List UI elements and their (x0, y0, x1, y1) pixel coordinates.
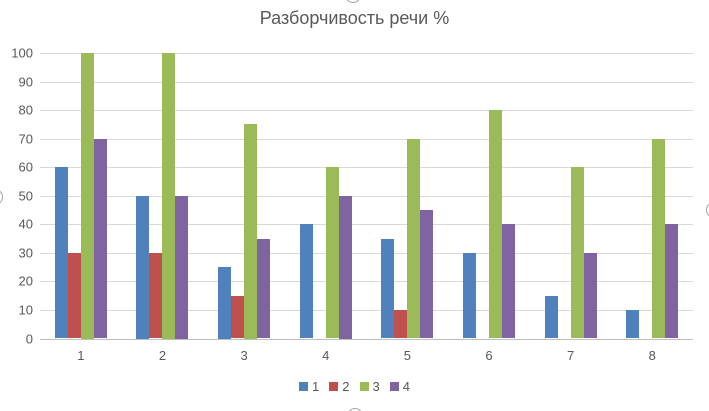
chart-legend: 1 2 3 4 (0, 379, 709, 394)
gridline (40, 224, 693, 226)
bar-series-4-category-8[interactable] (665, 224, 679, 339)
bar-series-1-category-8[interactable] (626, 309, 640, 339)
bar-series-4-category-2[interactable] (175, 195, 189, 339)
bar-series-3-category-3[interactable] (244, 124, 258, 339)
legend-item-4[interactable]: 4 (389, 379, 410, 394)
x-axis-tick-label: 5 (403, 348, 411, 363)
legend-label: 3 (372, 379, 380, 394)
chart-title[interactable]: Разборчивость речи % (259, 8, 450, 28)
legend-label: 1 (312, 379, 320, 394)
legend-item-2[interactable]: 2 (329, 379, 350, 394)
bar-series-1-category-3[interactable] (218, 267, 232, 339)
gridline (40, 167, 693, 169)
bar-series-1-category-6[interactable] (462, 252, 476, 339)
bar-series-4-category-3[interactable] (257, 238, 271, 339)
y-axis-tick-label: 70 (18, 131, 33, 147)
bar-series-3-category-7[interactable] (570, 167, 584, 339)
y-axis-tick-label: 20 (18, 273, 33, 289)
bar-series-3-category-8[interactable] (652, 138, 666, 339)
gridline (40, 281, 693, 283)
y-axis-tick-label: 10 (18, 302, 33, 318)
bar-series-2-category-5[interactable] (394, 309, 408, 339)
legend-swatch-icon (329, 382, 339, 391)
bar-series-3-category-1[interactable] (80, 53, 94, 339)
bar-series-4-category-4[interactable] (338, 195, 352, 339)
bar-series-1-category-1[interactable] (54, 167, 68, 339)
y-axis-tick-label: 90 (18, 74, 33, 90)
x-axis-tick-label: 8 (648, 348, 656, 363)
bar-series-2-category-2[interactable] (149, 252, 163, 339)
y-axis-tick-label: 100 (11, 45, 33, 61)
bar-series-3-category-2[interactable] (162, 53, 176, 339)
bar-series-4-category-5[interactable] (420, 210, 434, 339)
bar-series-1-category-2[interactable] (136, 195, 150, 339)
gridline (40, 195, 693, 197)
y-axis-tick-label: 50 (18, 188, 33, 204)
bar-series-3-category-5[interactable] (407, 138, 421, 339)
bar-series-3-category-4[interactable] (325, 167, 339, 339)
gridline (40, 309, 693, 311)
bar-series-3-category-6[interactable] (488, 110, 502, 339)
x-axis-tick-label: 6 (485, 348, 493, 363)
y-axis-tick-label: 30 (18, 245, 33, 261)
legend-item-1[interactable]: 1 (299, 379, 319, 394)
y-axis-tick-label: 40 (18, 216, 33, 232)
bar-series-4-category-7[interactable] (583, 252, 597, 339)
x-axis-tick-label: 4 (322, 348, 330, 363)
legend-label: 2 (342, 379, 350, 394)
x-axis-tick-label: 7 (566, 348, 575, 363)
gridline (40, 110, 693, 112)
y-axis-tick-label: 0 (25, 331, 33, 346)
gridline (40, 81, 693, 83)
gridline (40, 53, 693, 54)
gridline (40, 138, 693, 140)
legend-label: 4 (402, 379, 410, 394)
legend-item-3[interactable]: 3 (359, 379, 380, 394)
x-axis-tick-label: 1 (77, 348, 85, 363)
x-axis-tick-label: 2 (158, 348, 167, 363)
legend-swatch-icon (359, 382, 369, 391)
y-axis-tick-label: 60 (18, 159, 33, 175)
bar-series-1-category-4[interactable] (299, 224, 313, 339)
bar-series-4-category-6[interactable] (501, 224, 515, 339)
gridline (40, 252, 693, 254)
y-axis-tick-label: 80 (18, 102, 33, 118)
bar-series-1-category-7[interactable] (544, 295, 558, 339)
selection-handle-top[interactable] (344, 0, 361, 3)
bar-series-2-category-3[interactable] (231, 295, 245, 339)
x-axis-tick-label: 3 (240, 348, 248, 363)
x-axis-line (40, 338, 693, 340)
legend-swatch-icon (389, 382, 399, 391)
legend-swatch-icon (299, 382, 309, 391)
bar-series-2-category-1[interactable] (67, 252, 81, 339)
bar-series-1-category-5[interactable] (381, 238, 395, 339)
bar-series-4-category-1[interactable] (93, 138, 107, 339)
